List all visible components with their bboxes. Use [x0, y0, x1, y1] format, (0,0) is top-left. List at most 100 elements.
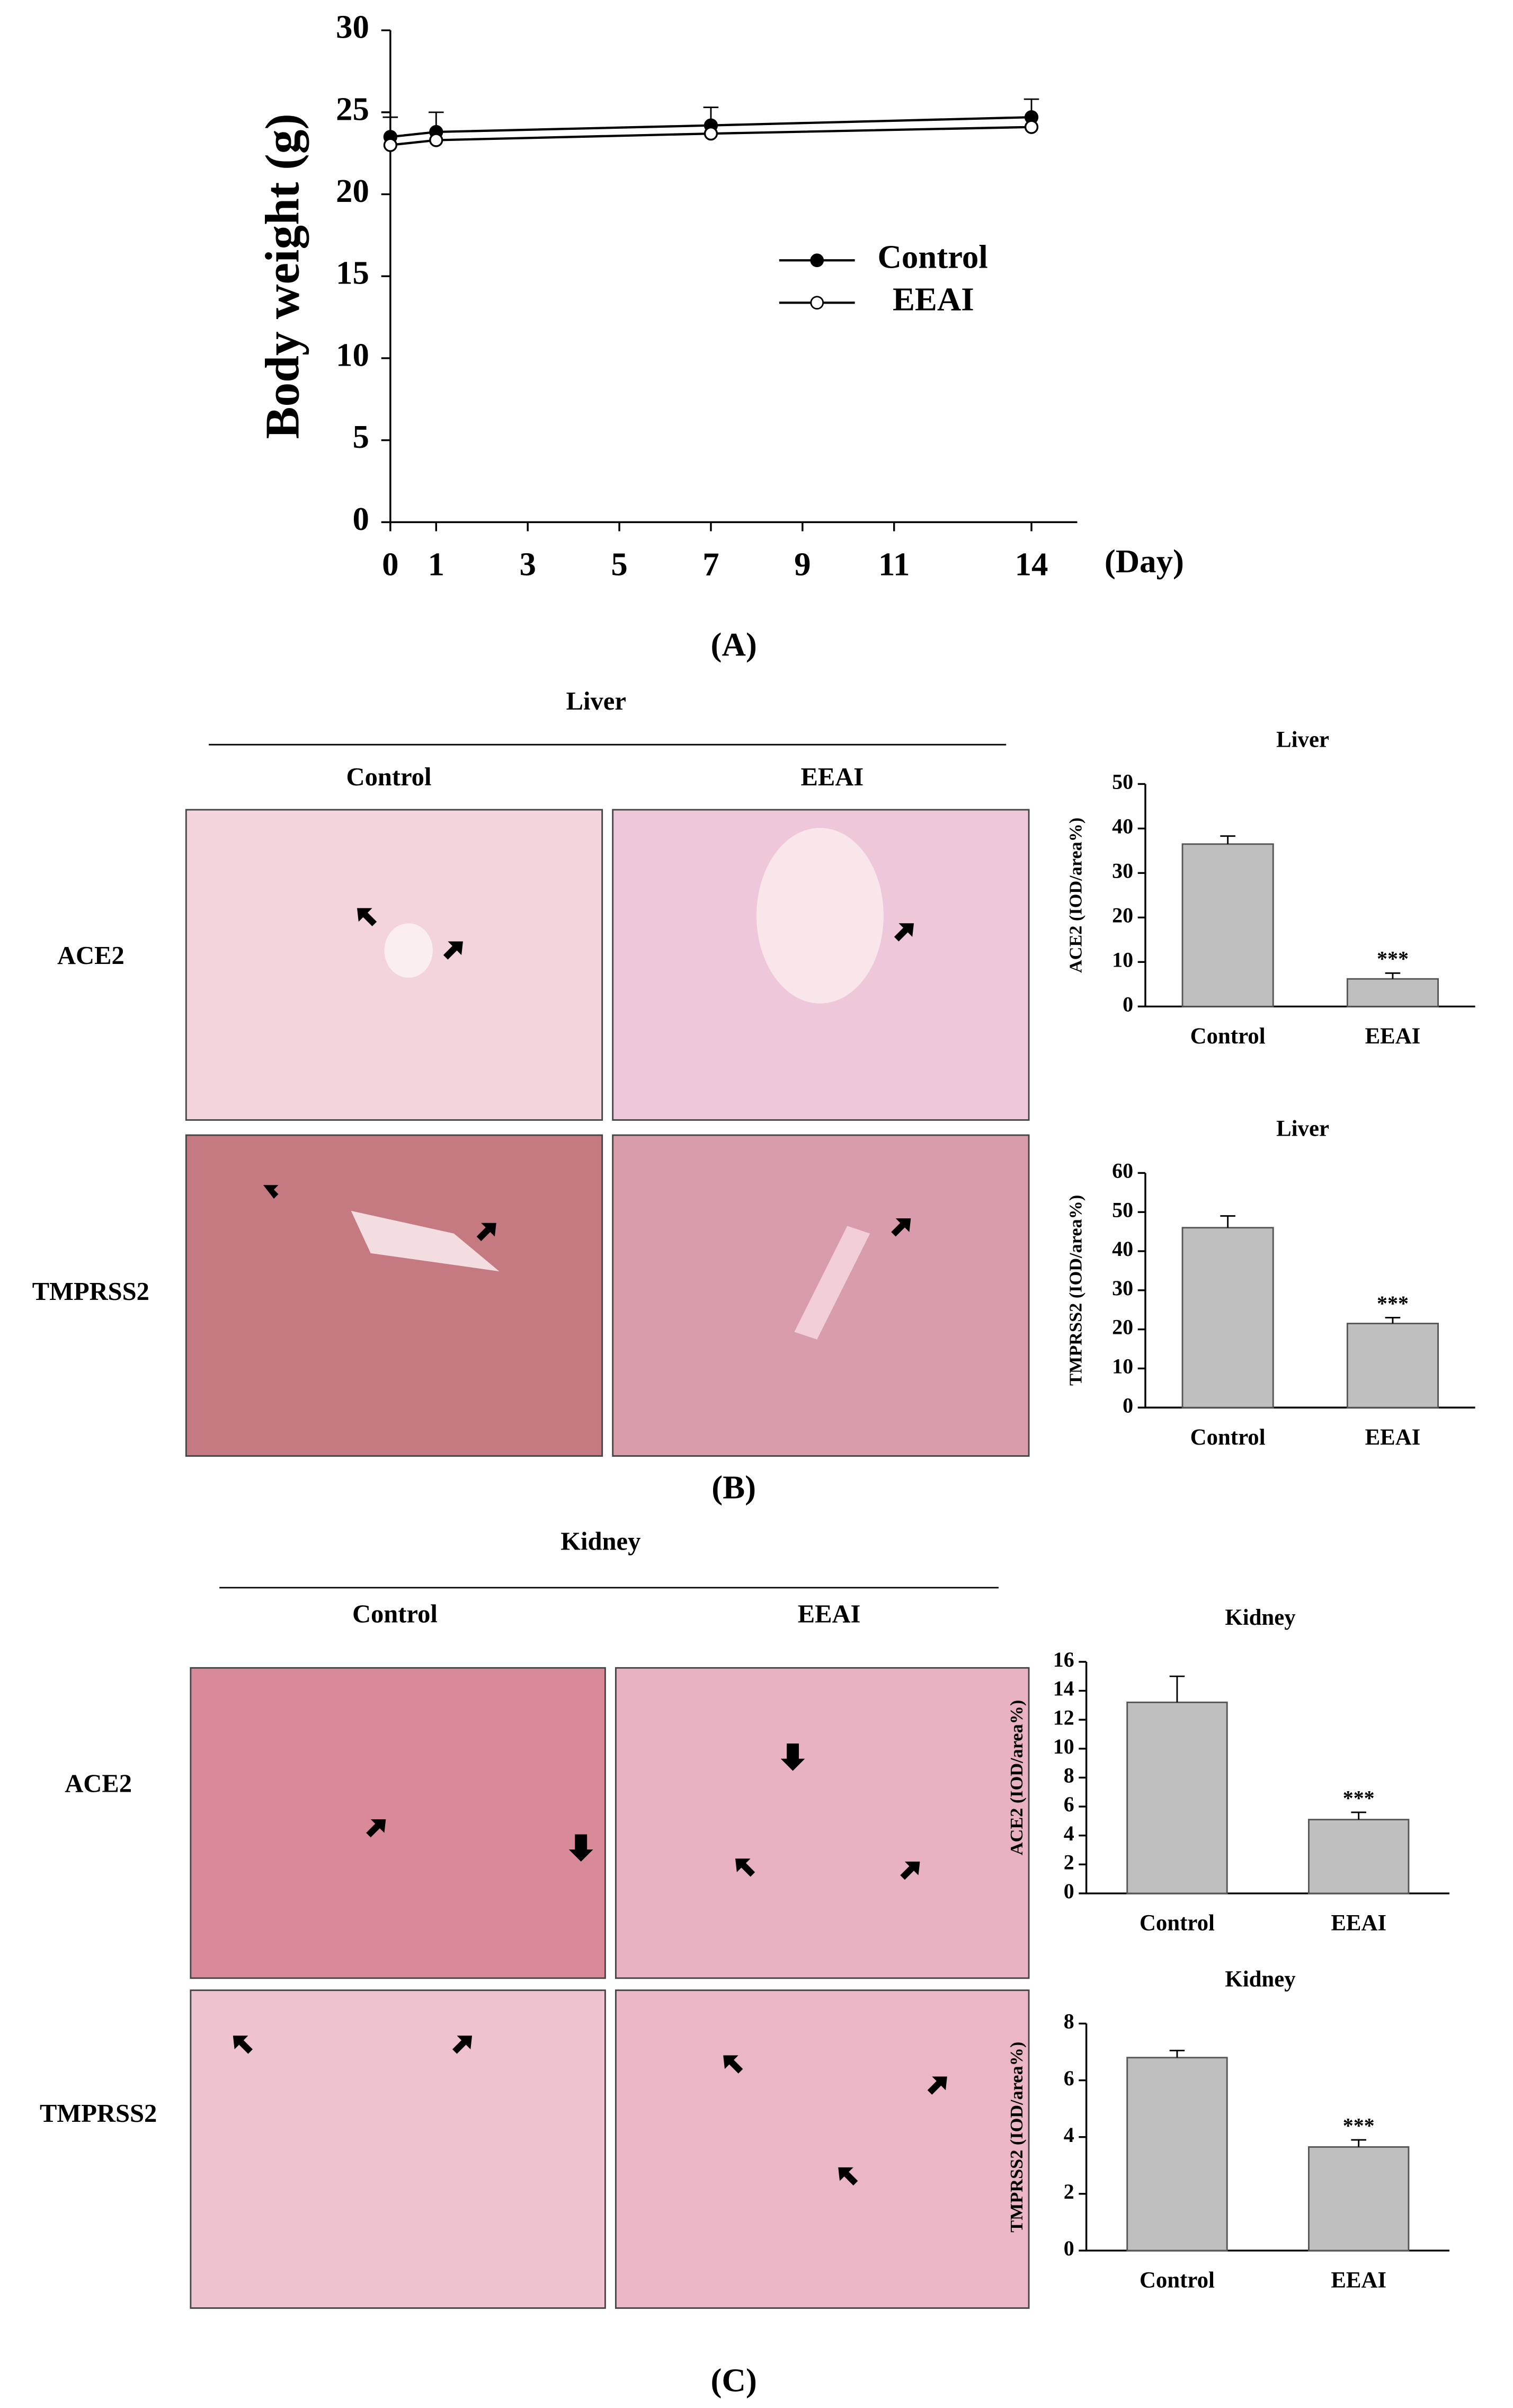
significance: ***	[1377, 1291, 1409, 1315]
x-tick-label: Control	[1140, 2268, 1215, 2293]
bar	[1181, 1227, 1274, 1409]
x-tick-label: 11	[878, 545, 910, 582]
column-label: Control	[346, 763, 432, 791]
error-bar	[1220, 1215, 1235, 1228]
y-tick-label: 40	[1112, 815, 1133, 838]
x-tick-label: EEAI	[1331, 1911, 1386, 1936]
x-tick-label: EEAI	[1331, 2268, 1386, 2293]
chart-title: Kidney	[1225, 1605, 1295, 1630]
marker	[704, 126, 718, 141]
bar	[1181, 843, 1274, 1007]
y-tick-label: 0	[1123, 992, 1133, 1016]
y-tick-label: 20	[1112, 904, 1133, 927]
caption: (C)	[711, 2362, 757, 2399]
y-axis-label: ACE2 (IOD/area%)	[1007, 1700, 1027, 1855]
error-bar	[1351, 1811, 1366, 1820]
column-label: EEAI	[800, 763, 864, 791]
x-tick-label: 1	[428, 545, 444, 582]
y-tick-label: 10	[1053, 1734, 1074, 1758]
row-label: TMPRSS2	[32, 1277, 149, 1306]
y-tick-label: 60	[1112, 1159, 1133, 1183]
series-line	[390, 116, 1032, 138]
y-tick-label: 30	[336, 8, 369, 46]
x-tick-label: EEAI	[1365, 1425, 1421, 1450]
y-tick-label: 20	[1112, 1315, 1133, 1339]
x-tick-label: 9	[794, 545, 811, 582]
row-label: ACE2	[65, 1769, 132, 1798]
bar	[1308, 1819, 1410, 1894]
legend-label: Control	[877, 238, 987, 276]
y-tick-label: 0	[1064, 1879, 1074, 1903]
significance: ***	[1343, 1786, 1375, 1810]
y-axis-label: Body weight (g)	[256, 113, 309, 439]
x-axis-label: (Day)	[1105, 543, 1184, 580]
marker	[1024, 120, 1039, 134]
y-tick-label: 15	[336, 254, 369, 291]
marker	[429, 133, 443, 147]
chart-title: Liver	[1276, 1116, 1329, 1141]
micrographs-b	[185, 809, 1030, 1457]
column-label: Control	[352, 1599, 438, 1628]
y-tick-label: 4	[1064, 1821, 1074, 1845]
y-axis-label: TMPRSS2 (IOD/area%)	[1007, 2042, 1027, 2233]
y-tick-label: 20	[336, 172, 369, 209]
x-tick-label: Control	[1190, 1425, 1266, 1450]
y-tick-label: 6	[1064, 1792, 1074, 1816]
error-bar	[1385, 1317, 1401, 1324]
series-line	[390, 126, 1032, 146]
legend-marker	[810, 296, 824, 310]
y-axis-label: ACE2 (IOD/area%)	[1065, 818, 1085, 973]
y-tick-label: 50	[1112, 770, 1133, 794]
significance: ***	[1377, 947, 1409, 971]
row-label: TMPRSS2	[40, 2099, 157, 2128]
y-tick-label: 0	[1123, 1393, 1133, 1417]
legend-label: EEAI	[893, 281, 974, 318]
y-tick-label: 50	[1112, 1198, 1133, 1221]
organ-title: Kidney	[560, 1527, 640, 1555]
marker	[383, 138, 397, 152]
y-tick-label: 0	[1064, 2236, 1074, 2260]
y-tick-label: 6	[1064, 2066, 1074, 2090]
arrows	[233, 908, 947, 2186]
x-tick-label: 14	[1015, 545, 1048, 582]
x-tick-label: Control	[1140, 1911, 1215, 1936]
row-label: ACE2	[57, 941, 124, 970]
bar	[1346, 978, 1439, 1007]
x-tick-label: 0	[382, 545, 398, 582]
y-tick-label: 30	[1112, 1276, 1133, 1300]
bar	[1346, 1323, 1439, 1409]
y-tick-label: 2	[1064, 1850, 1074, 1874]
error-bar	[1351, 2139, 1366, 2147]
bar	[1126, 1701, 1228, 1894]
organ-title: Liver	[566, 687, 626, 715]
caption: (B)	[711, 1469, 756, 1506]
error-bar	[1169, 2049, 1185, 2058]
significance: ***	[1343, 2113, 1375, 2137]
y-tick-label: 14	[1053, 1677, 1074, 1701]
y-tick-label: 0	[352, 500, 369, 537]
x-tick-label: Control	[1190, 1024, 1266, 1049]
x-tick-label: 5	[611, 545, 627, 582]
y-tick-label: 2	[1064, 2180, 1074, 2203]
y-tick-label: 10	[336, 336, 369, 373]
axis	[389, 30, 1078, 524]
legend-marker	[810, 253, 824, 268]
chart-title: Kidney	[1225, 1967, 1295, 1991]
caption: (A)	[711, 626, 757, 663]
y-tick-label: 8	[1064, 2009, 1074, 2033]
x-tick-label: 3	[519, 545, 536, 582]
x-tick-label: 7	[702, 545, 719, 582]
y-tick-label: 5	[352, 418, 369, 455]
x-tick-label: EEAI	[1365, 1024, 1421, 1049]
y-tick-label: 16	[1053, 1648, 1074, 1671]
y-tick-label: 40	[1112, 1237, 1133, 1261]
y-tick-label: 10	[1112, 1354, 1133, 1378]
y-tick-label: 10	[1112, 948, 1133, 971]
chart-title: Liver	[1276, 727, 1329, 752]
y-tick-label: 8	[1064, 1764, 1074, 1787]
y-tick-label: 30	[1112, 859, 1133, 883]
y-tick-label: 25	[336, 90, 369, 127]
error-bar	[1169, 1675, 1185, 1703]
bar	[1308, 2146, 1410, 2252]
error-bar	[1385, 972, 1401, 979]
